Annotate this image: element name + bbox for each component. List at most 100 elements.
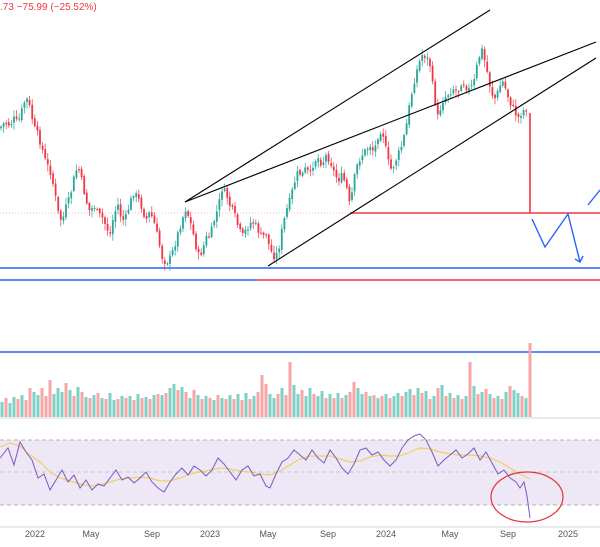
volume-bar-9 (36, 395, 40, 417)
volume-bar-132 (528, 343, 532, 417)
candle-body (358, 161, 361, 166)
candle-body (299, 169, 301, 175)
candle-body (57, 196, 60, 211)
candle-body (392, 167, 395, 169)
candle-body (340, 173, 343, 183)
candle-body (273, 252, 275, 260)
volume-bar-127 (508, 386, 512, 417)
volume-bar-109 (436, 388, 440, 417)
candle-body (252, 222, 255, 224)
volume-bar-113 (452, 398, 456, 417)
candle-body (475, 64, 478, 79)
volume-bar-19 (76, 387, 80, 417)
candle-body (296, 171, 299, 182)
candle-body (65, 204, 67, 218)
volume-bar-107 (428, 399, 432, 417)
volume-bar-103 (412, 395, 416, 417)
candle-body (525, 110, 528, 112)
volume-bar-124 (496, 396, 500, 417)
volume-bar-117 (468, 362, 472, 417)
x-tick-label: 2025 (558, 529, 578, 539)
candle-body (257, 223, 260, 233)
projection-path (531, 212, 581, 263)
candle-body (13, 116, 15, 123)
candle-body (234, 206, 236, 214)
candle-body (7, 122, 10, 126)
volume-bar-46 (184, 392, 188, 417)
candle-body (197, 248, 200, 253)
candle-body (46, 159, 49, 165)
volume-bar-77 (308, 388, 312, 417)
candle-body (239, 223, 242, 230)
volume-bar-0 (0, 402, 4, 417)
candle-body (444, 97, 447, 103)
candle-body (514, 105, 517, 116)
candle-body (208, 236, 210, 238)
volume-bar-7 (28, 388, 32, 417)
candle-body (23, 102, 26, 108)
x-tick-label: May (259, 529, 277, 539)
candle-body (262, 232, 265, 235)
volume-bar-119 (476, 394, 480, 417)
volume-bar-36 (144, 397, 148, 417)
volume-bar-44 (176, 390, 180, 417)
volume-bar-101 (404, 392, 408, 417)
volume-bar-10 (40, 388, 44, 417)
candle-body (405, 123, 408, 135)
candle-body (10, 124, 13, 126)
candle-body (288, 197, 291, 210)
candle-body (83, 176, 86, 194)
candle-body (442, 102, 444, 111)
volume-bar-52 (208, 398, 212, 417)
candle-body (416, 69, 418, 83)
candle-body (423, 55, 426, 58)
candle-body (397, 150, 400, 161)
volume-bar-85 (340, 398, 344, 417)
candle-body (70, 192, 73, 199)
candle-body (429, 58, 431, 67)
candle-body (522, 110, 525, 116)
candle-body (0, 126, 2, 129)
volume-bar-29 (116, 399, 120, 417)
candle-body (314, 161, 317, 167)
candle-body (169, 255, 171, 265)
candle-body (135, 193, 138, 197)
candle-body (418, 61, 421, 71)
volume-bar-66 (264, 384, 268, 417)
candle-body (132, 196, 135, 199)
volume-bar-76 (304, 396, 308, 417)
volume-bar-98 (392, 396, 396, 417)
volume-bar-26 (104, 399, 108, 417)
candle-body (496, 90, 499, 98)
candle-body (431, 65, 434, 82)
candle-body (413, 83, 416, 93)
candle-body (260, 232, 262, 234)
candle-body (127, 209, 130, 214)
candle-body (330, 163, 333, 166)
candle-body (93, 207, 96, 210)
candle-body (145, 216, 148, 219)
candle-body (377, 139, 379, 145)
candle-body (280, 228, 283, 250)
candle-body (182, 217, 184, 229)
volume-bar-93 (372, 395, 376, 417)
candle-body (179, 228, 182, 233)
candle-body (270, 244, 273, 252)
candle-body (163, 260, 166, 264)
volume-bar-51 (204, 396, 208, 417)
volume-bar-91 (364, 392, 368, 417)
volume-bar-59 (236, 394, 240, 417)
volume-bar-121 (484, 389, 488, 417)
candle-body (44, 149, 47, 159)
volume-bar-118 (472, 386, 476, 417)
candle-body (364, 149, 366, 156)
volume-bar-78 (312, 394, 316, 417)
candle-body (400, 146, 403, 151)
candle-body (481, 48, 483, 59)
candle-layer (0, 44, 528, 271)
candle-body (486, 61, 489, 72)
candle-body (309, 170, 312, 172)
volume-bar-53 (212, 400, 216, 417)
